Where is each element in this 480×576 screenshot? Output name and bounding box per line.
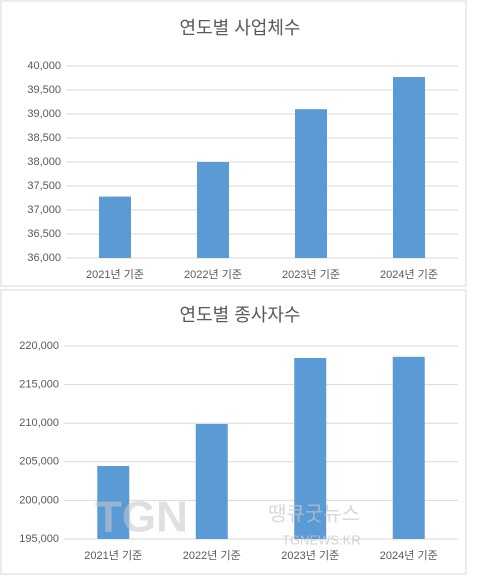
y-tick-label: 37,000 [27, 204, 61, 216]
bar [295, 109, 327, 258]
watermark-name: 땡큐굿뉴스 [268, 502, 360, 525]
y-tick-label: 195,000 [19, 533, 59, 545]
chart-title: 연도별 사업체수 [180, 18, 301, 38]
y-tick-label: 39,000 [27, 108, 61, 120]
y-tick-label: 39,500 [27, 84, 61, 96]
chart-title: 연도별 종사자수 [180, 305, 301, 325]
bar [392, 356, 425, 539]
y-tick-label: 38,000 [27, 156, 61, 168]
y-tick-label: 215,000 [19, 379, 59, 391]
bar [197, 162, 229, 258]
watermark-site: TGNEWS.KR [282, 532, 361, 547]
x-tick-label: 2021년 기준 [84, 549, 142, 562]
chart-frame [0, 289, 467, 575]
x-tick-label: 2024년 기준 [380, 268, 438, 281]
x-tick-label: 2024년 기준 [380, 549, 438, 562]
bar [97, 465, 130, 539]
chart-frame [0, 0, 467, 287]
x-tick-label: 2022년 기준 [184, 268, 242, 281]
y-tick-label: 220,000 [19, 340, 59, 352]
bar [195, 423, 228, 539]
y-tick-label: 37,500 [27, 180, 61, 192]
x-tick-label: 2022년 기준 [183, 549, 241, 562]
plots: 36,000 36,500 37,000 37,500 38,000 38,500 39,0… [19, 60, 458, 562]
watermark-logo: TGN [95, 493, 188, 542]
bar [99, 196, 131, 258]
y-tick-label: 36,500 [27, 228, 61, 240]
y-tick-label: 200,000 [19, 494, 59, 506]
x-tick-label: 2021년 기준 [86, 268, 144, 281]
y-tick-label: 40,000 [27, 60, 61, 72]
x-tick-label: 2023년 기준 [281, 549, 339, 562]
bar [294, 357, 327, 539]
y-tick-label: 210,000 [19, 417, 59, 429]
y-tick-label: 36,000 [27, 252, 61, 264]
bar [393, 77, 425, 258]
y-tick-label: 38,500 [27, 132, 61, 144]
x-tick-label: 2023년 기준 [282, 268, 340, 281]
y-tick-label: 205,000 [19, 456, 59, 468]
